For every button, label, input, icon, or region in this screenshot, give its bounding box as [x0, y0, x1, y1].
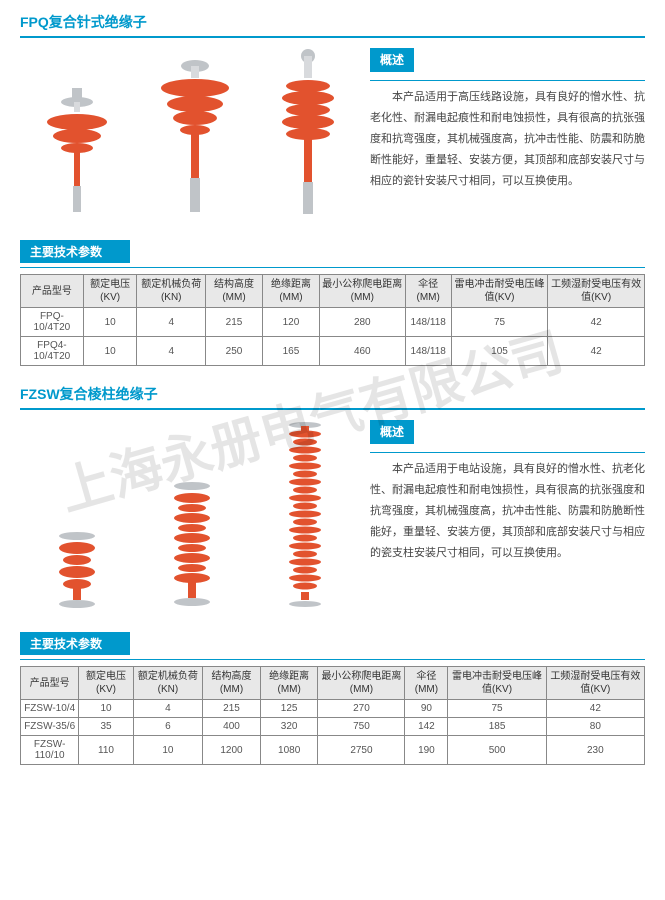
table-col-header: 结构高度(MM) [203, 667, 261, 700]
insulator-fzsw-3 [282, 420, 328, 610]
section1-overview-header: 概述 [370, 48, 414, 72]
table-cell: 1200 [203, 736, 261, 765]
section1-body: 概述 本产品适用于高压线路设施，具有良好的憎水性、抗老化性、耐漏电起痕性和耐电蚀… [20, 48, 645, 228]
table-cell: 148/118 [405, 308, 451, 337]
table-row: FZSW-110/1011010120010802750190500230 [21, 736, 645, 765]
table-cell: FPQ4-10/4T20 [21, 337, 84, 366]
table-header-row: 产品型号额定电压(KV)额定机械负荷(KN)结构高度(MM)绝缘距离(MM)最小… [21, 275, 645, 308]
section1-table: 产品型号额定电压(KV)额定机械负荷(KN)结构高度(MM)绝缘距离(MM)最小… [20, 274, 645, 366]
table-row: FPQ-10/4T20104215120280148/1187542 [21, 308, 645, 337]
table-row: FZSW-35/635640032075014218580 [21, 718, 645, 736]
table-cell: 6 [133, 718, 203, 736]
table-cell: 90 [405, 700, 448, 718]
section2-overview-header: 概述 [370, 420, 414, 444]
table-col-header: 结构高度(MM) [206, 275, 263, 308]
insulator-fzsw-1 [52, 530, 102, 610]
table-row: FZSW-10/4104215125270907542 [21, 700, 645, 718]
table-cell: 105 [451, 337, 548, 366]
table-cell: FZSW-110/10 [21, 736, 79, 765]
section2-table: 产品型号额定电压(KV)额定机械负荷(KN)结构高度(MM)绝缘距离(MM)最小… [20, 666, 645, 765]
section2-params-header: 主要技术参数 [20, 632, 130, 655]
table-cell: 400 [203, 718, 261, 736]
table-col-header: 产品型号 [21, 667, 79, 700]
section1-overview-text: 本产品适用于高压线路设施，具有良好的憎水性、抗老化性、耐漏电起痕性和耐电蚀损性，… [370, 87, 645, 191]
table-col-header: 额定电压(KV) [79, 667, 133, 700]
insulator-fpq-3 [278, 48, 338, 218]
table-col-header: 工频湿耐受电压有效值(KV) [546, 667, 644, 700]
table-col-header: 额定电压(KV) [83, 275, 137, 308]
page-container: FPQ复合针式绝缘子 [0, 0, 665, 795]
section1-overview-rule [370, 80, 645, 81]
table-col-header: 绝缘距离(MM) [262, 275, 319, 308]
section1-image-area [20, 48, 360, 228]
section1-title: FPQ复合针式绝缘子 [20, 12, 645, 38]
table-cell: 1080 [260, 736, 318, 765]
table-cell: 750 [318, 718, 405, 736]
table-cell: 75 [451, 308, 548, 337]
table-cell: FZSW-35/6 [21, 718, 79, 736]
insulator-fzsw-2 [167, 480, 217, 610]
table-col-header: 最小公称爬电距离(MM) [318, 667, 405, 700]
section2-params-rule [20, 659, 645, 660]
table-col-header: 雷电冲击耐受电压峰值(KV) [448, 667, 546, 700]
table-cell: 230 [546, 736, 644, 765]
section1-params-header: 主要技术参数 [20, 240, 130, 263]
table-cell: 10 [83, 308, 137, 337]
section2-image-area [20, 420, 360, 620]
table-cell: 75 [448, 700, 546, 718]
table-cell: 42 [548, 308, 645, 337]
insulator-fpq-1 [42, 88, 112, 218]
table-col-header: 最小公称爬电距离(MM) [319, 275, 405, 308]
insulator-fpq-2 [155, 58, 235, 218]
table-cell: FPQ-10/4T20 [21, 308, 84, 337]
table-cell: 80 [546, 718, 644, 736]
section1-params-rule [20, 267, 645, 268]
table-cell: 4 [137, 308, 206, 337]
table-row: FPQ4-10/4T20104250165460148/11810542 [21, 337, 645, 366]
table-cell: 190 [405, 736, 448, 765]
section1-text-col: 概述 本产品适用于高压线路设施，具有良好的憎水性、抗老化性、耐漏电起痕性和耐电蚀… [370, 48, 645, 228]
table-cell: 215 [203, 700, 261, 718]
table-cell: 35 [79, 718, 133, 736]
table-cell: 165 [262, 337, 319, 366]
table-cell: 10 [83, 337, 137, 366]
table-cell: 10 [133, 736, 203, 765]
table-cell: 4 [137, 337, 206, 366]
table-cell: 185 [448, 718, 546, 736]
table-cell: 215 [206, 308, 263, 337]
table-cell: 120 [262, 308, 319, 337]
table-col-header: 雷电冲击耐受电压峰值(KV) [451, 275, 548, 308]
table-cell: 2750 [318, 736, 405, 765]
table-cell: 148/118 [405, 337, 451, 366]
table-col-header: 产品型号 [21, 275, 84, 308]
section2-title: FZSW复合棱柱绝缘子 [20, 384, 645, 410]
table-cell: 320 [260, 718, 318, 736]
table-col-header: 绝缘距离(MM) [260, 667, 318, 700]
table-cell: 10 [79, 700, 133, 718]
table-cell: 270 [318, 700, 405, 718]
table-col-header: 伞径(MM) [405, 275, 451, 308]
table-cell: 110 [79, 736, 133, 765]
table-cell: 4 [133, 700, 203, 718]
table-header-row: 产品型号额定电压(KV)额定机械负荷(KN)结构高度(MM)绝缘距离(MM)最小… [21, 667, 645, 700]
table-cell: 42 [548, 337, 645, 366]
section2-body: 概述 本产品适用于电站设施，具有良好的憎水性、抗老化性、耐漏电起痕性和耐电蚀损性… [20, 420, 645, 620]
table-cell: 125 [260, 700, 318, 718]
section2-text-col: 概述 本产品适用于电站设施，具有良好的憎水性、抗老化性、耐漏电起痕性和耐电蚀损性… [370, 420, 645, 620]
table-cell: 250 [206, 337, 263, 366]
table-cell: 500 [448, 736, 546, 765]
table-col-header: 伞径(MM) [405, 667, 448, 700]
section2-overview-text: 本产品适用于电站设施，具有良好的憎水性、抗老化性、耐漏电起痕性和耐电蚀损性，具有… [370, 459, 645, 563]
table-cell: 142 [405, 718, 448, 736]
table-cell: 280 [319, 308, 405, 337]
table-cell: 460 [319, 337, 405, 366]
table-cell: 42 [546, 700, 644, 718]
table-col-header: 额定机械负荷(KN) [137, 275, 206, 308]
table-col-header: 额定机械负荷(KN) [133, 667, 203, 700]
table-col-header: 工频湿耐受电压有效值(KV) [548, 275, 645, 308]
table-cell: FZSW-10/4 [21, 700, 79, 718]
section2-overview-rule [370, 452, 645, 453]
